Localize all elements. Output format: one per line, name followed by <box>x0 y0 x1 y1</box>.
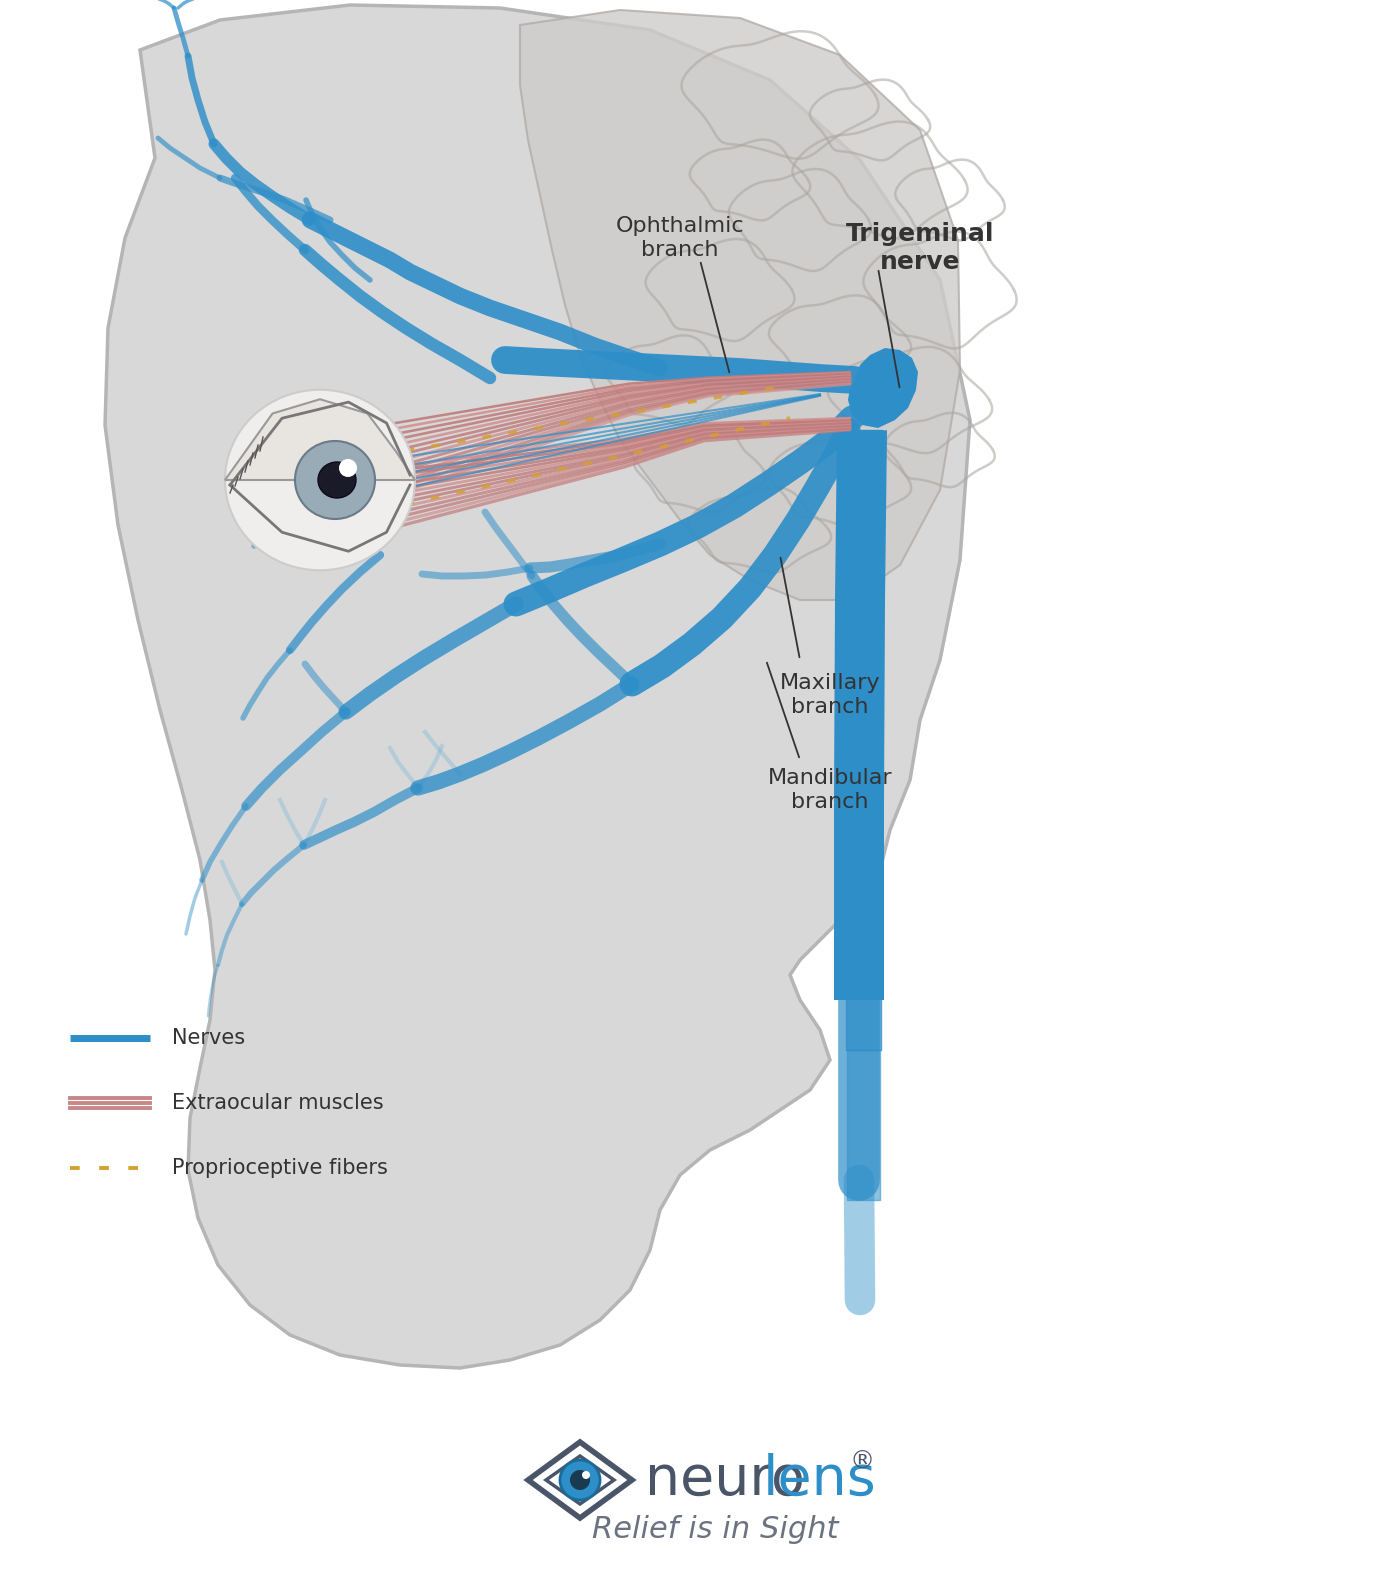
Ellipse shape <box>226 390 415 570</box>
Text: lens: lens <box>763 1453 877 1507</box>
Ellipse shape <box>296 441 375 519</box>
Circle shape <box>571 1470 590 1489</box>
Polygon shape <box>848 347 918 429</box>
Text: ®: ® <box>850 1450 874 1474</box>
Polygon shape <box>104 5 969 1368</box>
Text: Proprioceptive fibers: Proprioceptive fibers <box>172 1158 388 1177</box>
Text: Nerves: Nerves <box>172 1027 245 1048</box>
Circle shape <box>560 1461 600 1501</box>
Circle shape <box>582 1470 590 1478</box>
Text: Mandibular
branch: Mandibular branch <box>767 768 892 811</box>
Text: neuro: neuro <box>645 1453 804 1507</box>
Ellipse shape <box>318 462 356 499</box>
Text: Extraocular muscles: Extraocular muscles <box>172 1093 384 1114</box>
Circle shape <box>340 459 358 476</box>
Text: Ophthalmic
branch: Ophthalmic branch <box>616 217 744 260</box>
Text: Trigeminal
nerve: Trigeminal nerve <box>846 221 994 274</box>
Text: Relief is in Sight: Relief is in Sight <box>591 1515 839 1545</box>
Polygon shape <box>226 400 415 479</box>
Polygon shape <box>520 10 960 601</box>
Text: Maxillary
branch: Maxillary branch <box>780 674 880 717</box>
